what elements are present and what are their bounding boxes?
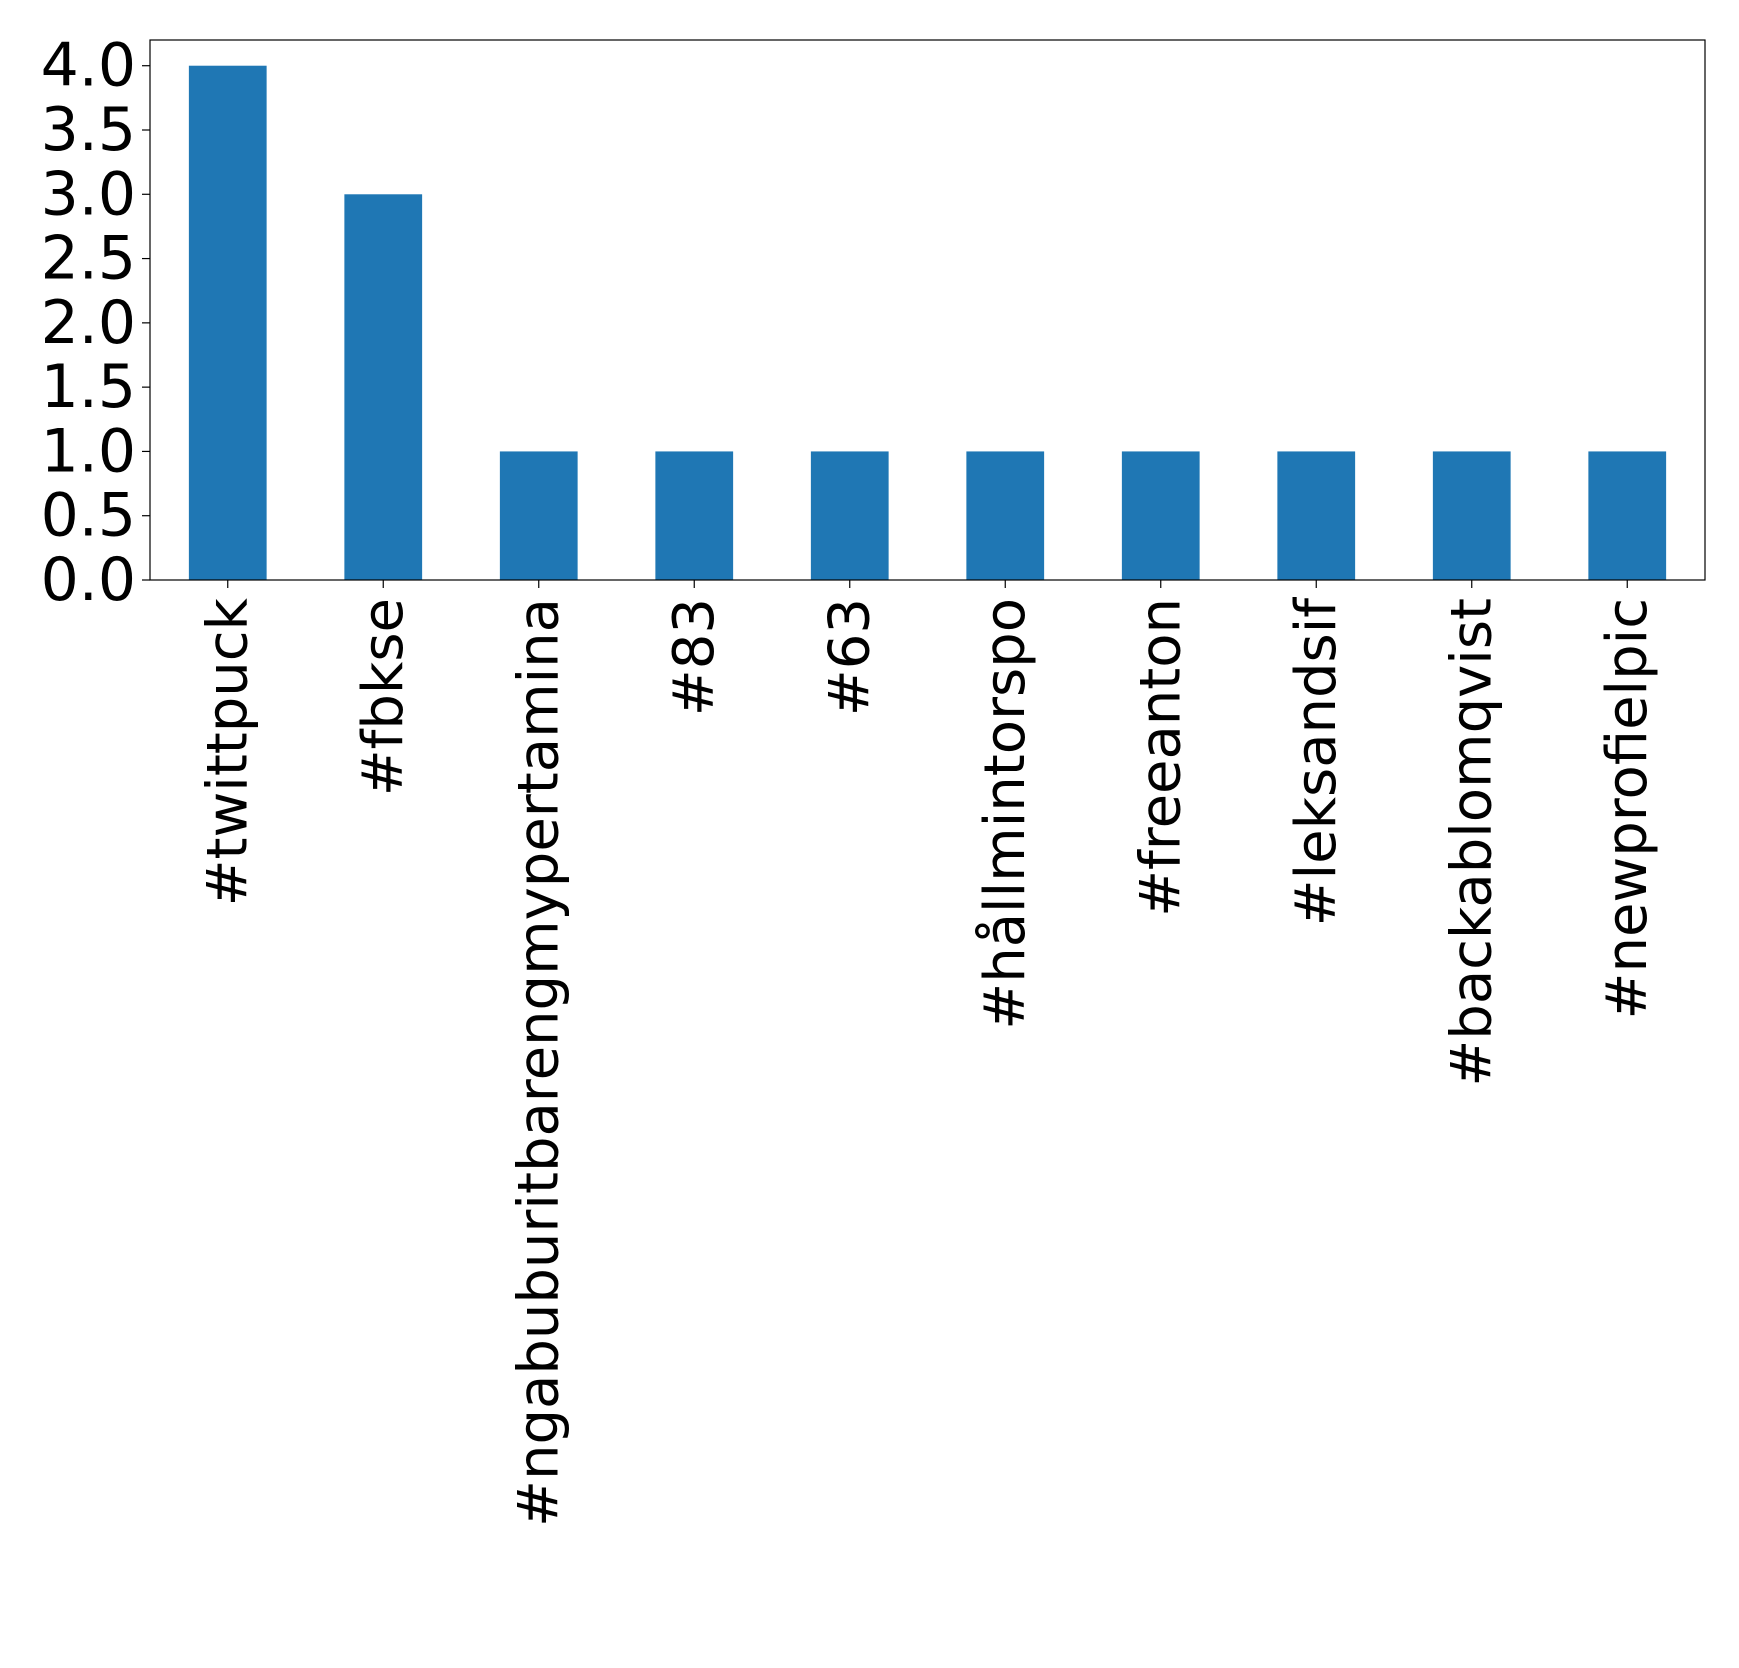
y-tick-label: 2.5 — [41, 224, 136, 294]
x-tick-label: #freeanton — [1128, 598, 1193, 917]
bar-2 — [499, 451, 578, 580]
bar-9 — [1588, 451, 1667, 580]
bar-6 — [1121, 451, 1200, 580]
bar-7 — [1277, 451, 1356, 580]
x-tick-label: #backablomqvist — [1439, 598, 1504, 1087]
x-tick-label: #newprofielpic — [1595, 598, 1660, 1019]
bars-layer — [188, 65, 1667, 581]
y-tick-label: 0.0 — [41, 545, 136, 615]
x-tick-label: #fbkse — [351, 598, 416, 796]
x-ticks-layer: #twittpuck #fbkse #ngabuburitbarengmyperta… — [195, 580, 1660, 1527]
bar-3 — [655, 451, 734, 580]
bar-5 — [966, 451, 1045, 580]
bar-8 — [1432, 451, 1511, 580]
x-tick-label: #twittpuck — [195, 597, 260, 906]
plot-frame — [149, 39, 1706, 581]
x-tick-label: #ngabuburitbarengmypertamina — [506, 598, 571, 1527]
y-tick-label: 1.5 — [41, 352, 136, 422]
x-tick-label: #63 — [817, 598, 882, 716]
x-tick-label: #hållmintorspo — [973, 598, 1038, 1030]
y-tick-label: 3.0 — [41, 159, 136, 229]
y-ticks-layer: 0.00.51.01.52.02.53.03.54.0 — [41, 31, 150, 615]
x-tick-label: #leksandsif — [1284, 597, 1349, 927]
bar-0 — [188, 65, 267, 580]
x-tick-label: #83 — [662, 598, 727, 716]
y-tick-label: 4.0 — [41, 31, 136, 101]
y-tick-label: 2.0 — [41, 288, 136, 358]
y-tick-label: 0.5 — [41, 481, 136, 551]
y-tick-label: 1.0 — [41, 416, 136, 486]
y-tick-label: 3.5 — [41, 95, 136, 165]
axes-layer — [149, 39, 1706, 581]
bar-1 — [344, 194, 423, 581]
bar-4 — [810, 451, 889, 580]
